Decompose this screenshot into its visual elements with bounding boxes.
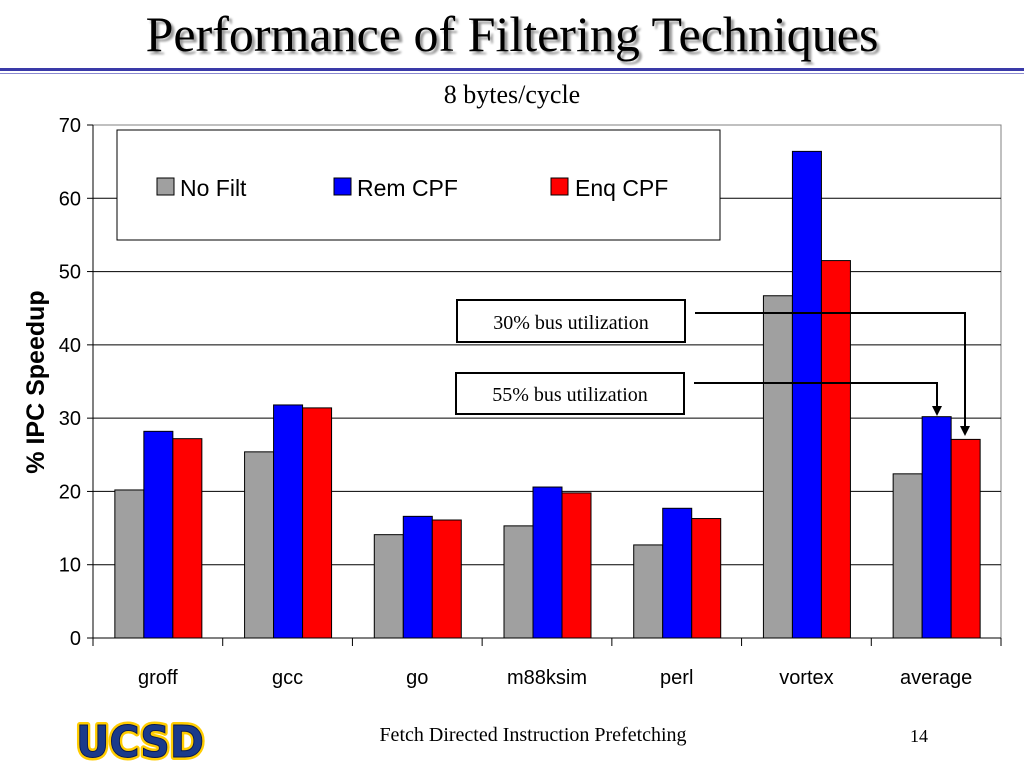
annotation-55-label: 55% bus utilization	[492, 384, 648, 406]
bar-no-filt-gcc	[244, 451, 275, 639]
y-tick-label: 30	[59, 408, 81, 430]
y-tick-label: 50	[59, 262, 81, 284]
bar-rem-cpf-perl	[662, 507, 693, 639]
y-tick-label: 70	[59, 115, 81, 137]
y-axis-title: % IPC Speedup	[22, 290, 50, 473]
x-category-label: vortex	[779, 667, 833, 689]
legend-label-rem-cpf: Rem CPF	[357, 175, 458, 201]
bar-no-filt-perl	[633, 544, 664, 639]
ucsd-logo-outline: UCSD	[76, 717, 204, 764]
bar-enq-cpf-average	[950, 438, 981, 639]
legend: No Filt Rem CPF Enq CPF	[116, 129, 721, 241]
bar-no-filt-go	[373, 534, 404, 639]
bar-rem-cpf-go	[402, 515, 433, 639]
bar-enq-cpf-go	[431, 519, 462, 639]
y-tick-label: 10	[59, 555, 81, 577]
y-tick-label: 60	[59, 188, 81, 210]
bar-no-filt-groff	[114, 489, 145, 639]
annotation-55-arrow	[694, 382, 942, 416]
bar-enq-cpf-groff	[172, 438, 203, 639]
legend-label-no-filt: No Filt	[180, 175, 247, 201]
legend-swatch-no-filt	[156, 177, 175, 196]
annotation-55: 55% bus utilization	[455, 372, 942, 416]
annotation-30-label: 30% bus utilization	[493, 312, 649, 334]
bar-rem-cpf-groff	[143, 430, 174, 639]
ucsd-logo-fill: UCSD	[76, 717, 204, 764]
y-tick-label: 20	[59, 481, 81, 503]
legend-swatch-rem-cpf	[333, 177, 352, 196]
bar-no-filt-average	[892, 473, 923, 639]
bar-rem-cpf-m88ksim	[532, 486, 563, 639]
annotation-30-arrow	[695, 312, 970, 436]
x-category-label: gcc	[272, 667, 303, 689]
title-divider	[0, 68, 1024, 71]
slide-title: Performance of Filtering Techniques	[145, 6, 879, 62]
bar-no-filt-vortex	[762, 295, 793, 639]
bar-enq-cpf-vortex	[820, 260, 851, 639]
bar-rem-cpf-vortex	[791, 150, 822, 639]
x-category-label: m88ksim	[507, 667, 587, 689]
bar-enq-cpf-perl	[691, 518, 722, 639]
page-number: 14	[910, 726, 928, 746]
bar-rem-cpf-gcc	[273, 404, 304, 639]
chart-subtitle: 8 bytes/cycle	[443, 80, 581, 109]
x-category-label: go	[406, 667, 428, 689]
title-divider-thin	[0, 73, 1024, 74]
bar-enq-cpf-gcc	[302, 407, 333, 639]
bar-rem-cpf-average	[921, 416, 952, 639]
y-tick-label: 40	[59, 335, 81, 357]
y-tick-label: 0	[70, 628, 81, 650]
legend-swatch-enq-cpf	[550, 177, 569, 196]
bar-no-filt-m88ksim	[503, 525, 534, 639]
annotation-30: 30% bus utilization	[456, 299, 970, 436]
legend-label-enq-cpf: Enq CPF	[575, 175, 668, 201]
x-category-label: groff	[138, 667, 178, 689]
ucsd-logo: UCSD UCSD	[73, 714, 207, 764]
x-category-label: perl	[660, 667, 693, 689]
bar-enq-cpf-m88ksim	[561, 492, 592, 639]
slide-footer: Fetch Directed Instruction Prefetching	[379, 724, 687, 746]
x-category-label: average	[900, 667, 972, 689]
